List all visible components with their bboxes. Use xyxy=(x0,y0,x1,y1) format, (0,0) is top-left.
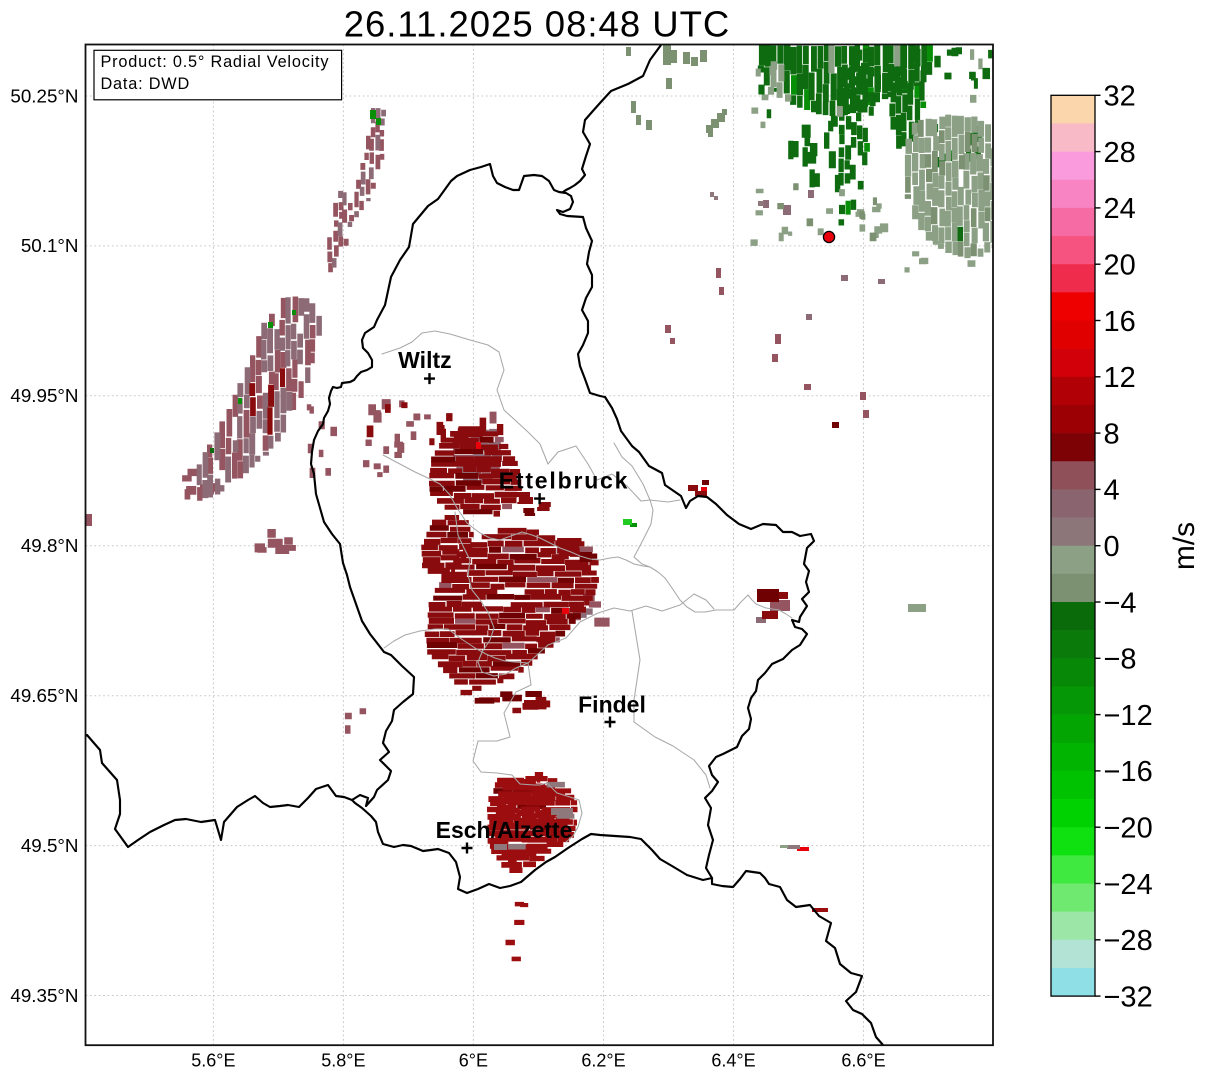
svg-text:−28: −28 xyxy=(1104,925,1153,957)
svg-text:50.25°N: 50.25°N xyxy=(10,85,78,106)
svg-text:Ettelbruck: Ettelbruck xyxy=(499,468,629,494)
svg-text:16: 16 xyxy=(1104,306,1136,338)
svg-text:5.6°E: 5.6°E xyxy=(191,1051,235,1071)
svg-text:6.2°E: 6.2°E xyxy=(581,1051,625,1071)
svg-text:6.6°E: 6.6°E xyxy=(841,1051,885,1071)
svg-text:−24: −24 xyxy=(1104,869,1153,901)
svg-text:−4: −4 xyxy=(1104,587,1137,619)
svg-text:−12: −12 xyxy=(1104,700,1153,732)
svg-text:24: 24 xyxy=(1104,193,1136,225)
svg-text:4: 4 xyxy=(1104,475,1120,507)
svg-text:8: 8 xyxy=(1104,418,1120,450)
svg-text:0: 0 xyxy=(1104,531,1120,563)
svg-text:49.65°N: 49.65°N xyxy=(10,685,78,706)
svg-text:−16: −16 xyxy=(1104,756,1153,788)
svg-text:Wiltz: Wiltz xyxy=(398,347,451,373)
svg-text:12: 12 xyxy=(1104,362,1136,394)
svg-text:−32: −32 xyxy=(1104,981,1153,1013)
svg-text:−8: −8 xyxy=(1104,644,1137,676)
svg-text:20: 20 xyxy=(1104,250,1136,282)
svg-text:50.1°N: 50.1°N xyxy=(21,235,79,256)
svg-text:−20: −20 xyxy=(1104,813,1153,845)
svg-text:Findel: Findel xyxy=(578,692,646,718)
svg-text:49.35°N: 49.35°N xyxy=(10,985,78,1006)
svg-text:Data: DWD: Data: DWD xyxy=(101,75,191,93)
svg-text:49.5°N: 49.5°N xyxy=(21,835,79,856)
svg-text:Esch/Alzette: Esch/Alzette xyxy=(436,817,573,843)
svg-text:26.11.2025 08:48 UTC: 26.11.2025 08:48 UTC xyxy=(344,4,731,45)
svg-text:6.4°E: 6.4°E xyxy=(711,1051,755,1071)
svg-text:32: 32 xyxy=(1104,81,1136,113)
svg-text:m/s: m/s xyxy=(1168,522,1201,570)
svg-text:5.8°E: 5.8°E xyxy=(321,1051,365,1071)
svg-text:28: 28 xyxy=(1104,137,1136,169)
svg-text:Product: 0.5° Radial Velocity: Product: 0.5° Radial Velocity xyxy=(101,53,330,71)
svg-text:49.8°N: 49.8°N xyxy=(21,535,79,556)
svg-text:6°E: 6°E xyxy=(459,1051,488,1071)
svg-text:49.95°N: 49.95°N xyxy=(10,385,78,406)
